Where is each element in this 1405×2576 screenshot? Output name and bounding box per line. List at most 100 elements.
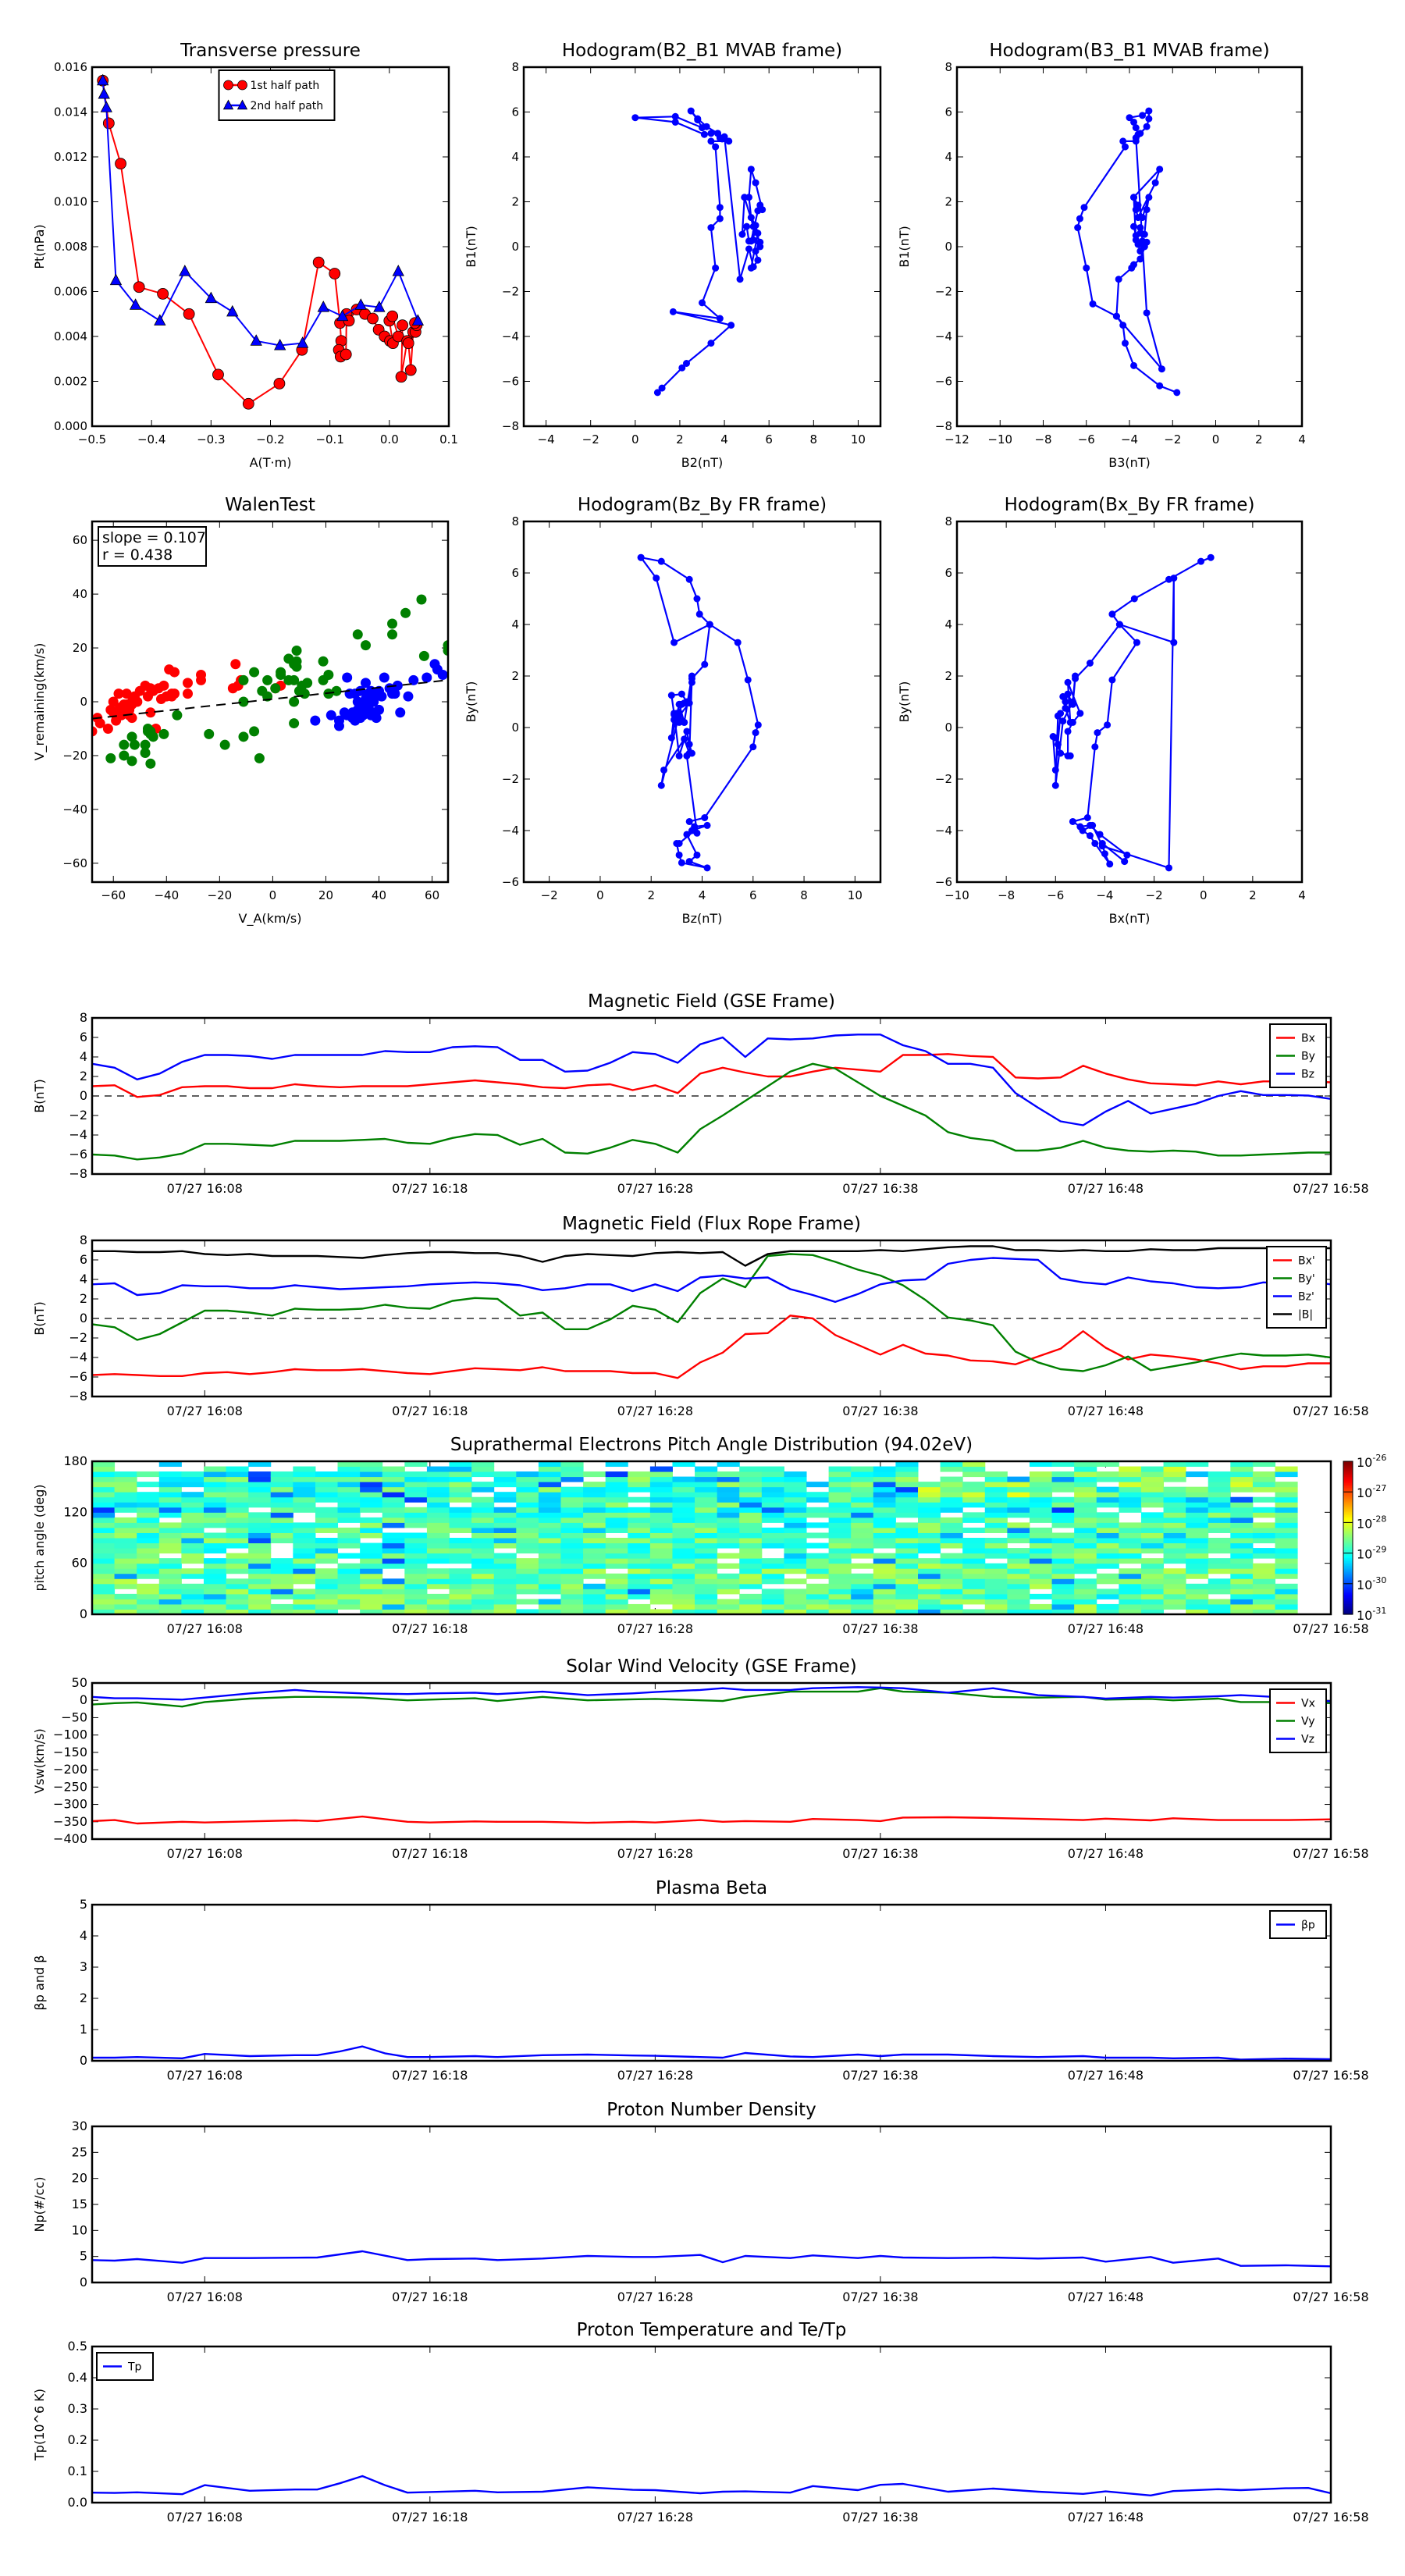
heatmap-cell — [1051, 1522, 1075, 1528]
data-point-red — [108, 696, 119, 707]
heatmap-cell — [471, 1517, 495, 1523]
data-point — [1108, 676, 1116, 684]
colorbar-segment — [1343, 1530, 1353, 1532]
data-point — [754, 721, 762, 729]
heatmap-cell — [672, 1593, 695, 1599]
y-tick-label: 0 — [944, 240, 952, 254]
heatmap-cell — [784, 1486, 807, 1493]
heatmap-cell — [761, 1502, 784, 1508]
colorbar-segment — [1343, 1503, 1353, 1507]
heatmap-cell — [583, 1532, 606, 1539]
heatmap-cell — [984, 1542, 1008, 1549]
heatmap-cell — [649, 1593, 673, 1599]
heatmap-cell — [137, 1609, 160, 1615]
data-point — [707, 137, 715, 145]
data-point — [752, 247, 759, 255]
data-point — [222, 99, 234, 110]
heatmap-cell — [761, 1476, 784, 1482]
heatmap-cell — [315, 1568, 339, 1574]
heatmap-cell — [360, 1568, 383, 1574]
heatmap-cell — [873, 1466, 896, 1472]
heatmap-cell — [1140, 1527, 1165, 1533]
heatmap-cell — [158, 1573, 182, 1579]
heatmap-cell — [1163, 1593, 1186, 1599]
colorbar-segment — [1343, 1543, 1353, 1546]
y-tick-label: −6 — [502, 375, 519, 389]
series-line-βp — [92, 2045, 1331, 2061]
heatmap-cell — [92, 1578, 116, 1585]
heatmap-cell — [1186, 1486, 1209, 1493]
heatmap-cell — [1230, 1471, 1254, 1478]
heatmap-cell — [1163, 1527, 1186, 1533]
heatmap-cell — [516, 1512, 539, 1518]
x-axis-label: B2(nT) — [681, 455, 724, 470]
data-point — [183, 308, 195, 320]
y-tick-label: 0.5 — [68, 2339, 87, 2354]
heatmap-cell — [784, 1578, 807, 1585]
heatmap-cell — [828, 1583, 852, 1589]
heatmap-cell — [158, 1558, 182, 1564]
heatmap-cell — [1163, 1553, 1186, 1559]
heatmap-cell — [984, 1492, 1008, 1498]
heatmap-cell — [1252, 1461, 1276, 1468]
data-point-red — [111, 710, 122, 720]
heatmap-cell — [1230, 1538, 1254, 1544]
heatmap-cell — [1074, 1589, 1097, 1595]
heatmap-cell — [873, 1532, 896, 1539]
heatmap-cell — [137, 1542, 160, 1549]
heatmap-cell — [1029, 1563, 1053, 1569]
heatmap-cell — [226, 1522, 249, 1528]
heatmap-cell — [471, 1496, 495, 1503]
x-tick-label: −0.1 — [315, 432, 343, 447]
heatmap-cell — [1029, 1558, 1053, 1564]
heatmap-cell — [1252, 1507, 1276, 1513]
heatmap-cell — [1074, 1553, 1097, 1559]
heatmap-cell — [560, 1589, 584, 1595]
heatmap-cell — [717, 1461, 740, 1468]
heatmap-cell — [471, 1522, 495, 1528]
heatmap-cell — [583, 1563, 606, 1569]
heatmap-cell — [1163, 1476, 1186, 1482]
heatmap-cell — [1029, 1538, 1053, 1544]
heatmap-cell — [114, 1486, 137, 1493]
data-point — [1158, 365, 1165, 373]
colorbar-segment — [1343, 1502, 1353, 1505]
heatmap-cell — [739, 1482, 763, 1488]
plot-frame — [522, 66, 882, 428]
chart-pt: Transverse pressure−0.5 −0.4 −0.3 −0.2 −0.1 0… — [32, 41, 458, 470]
data-point — [1119, 322, 1127, 329]
heatmap-cell — [828, 1599, 852, 1605]
heatmap-cell — [560, 1568, 584, 1574]
heatmap-cell — [404, 1593, 428, 1599]
heatmap-cell — [382, 1522, 405, 1528]
heatmap-cells — [92, 1461, 1298, 1615]
heatmap-cell — [114, 1553, 137, 1559]
heatmap-cell — [181, 1573, 205, 1579]
heatmap-cell — [158, 1589, 182, 1595]
heatmap-cell — [695, 1482, 718, 1488]
x-tick-label: 07/27 16:08 — [167, 2290, 243, 2304]
heatmap-cell — [1186, 1522, 1209, 1528]
heatmap-cell — [1140, 1599, 1165, 1605]
heatmap-cell — [270, 1476, 293, 1482]
heatmap-cell — [181, 1482, 205, 1488]
heatmap-cell — [560, 1502, 584, 1508]
heatmap-cell — [649, 1466, 673, 1472]
heatmap-cell — [1140, 1502, 1165, 1508]
heatmap-cell — [1208, 1599, 1231, 1605]
heatmap-cell — [1163, 1466, 1186, 1472]
colorbar-segment — [1343, 1578, 1353, 1582]
heatmap-cell — [761, 1507, 784, 1513]
heatmap-cell — [695, 1573, 718, 1579]
heatmap-cell — [895, 1548, 919, 1554]
heatmap-cell — [649, 1532, 673, 1539]
heatmap-cell — [828, 1573, 852, 1579]
heatmap-cell — [828, 1578, 852, 1585]
heatmap-cell — [739, 1517, 763, 1523]
x-tick-label: 07/27 16:18 — [392, 1621, 468, 1636]
heatmap-cell — [516, 1492, 539, 1498]
heatmap-cell — [1163, 1538, 1186, 1544]
y-tick-label: −4 — [502, 824, 519, 838]
heatmap-cell — [873, 1542, 896, 1549]
data-point-green — [416, 594, 427, 605]
